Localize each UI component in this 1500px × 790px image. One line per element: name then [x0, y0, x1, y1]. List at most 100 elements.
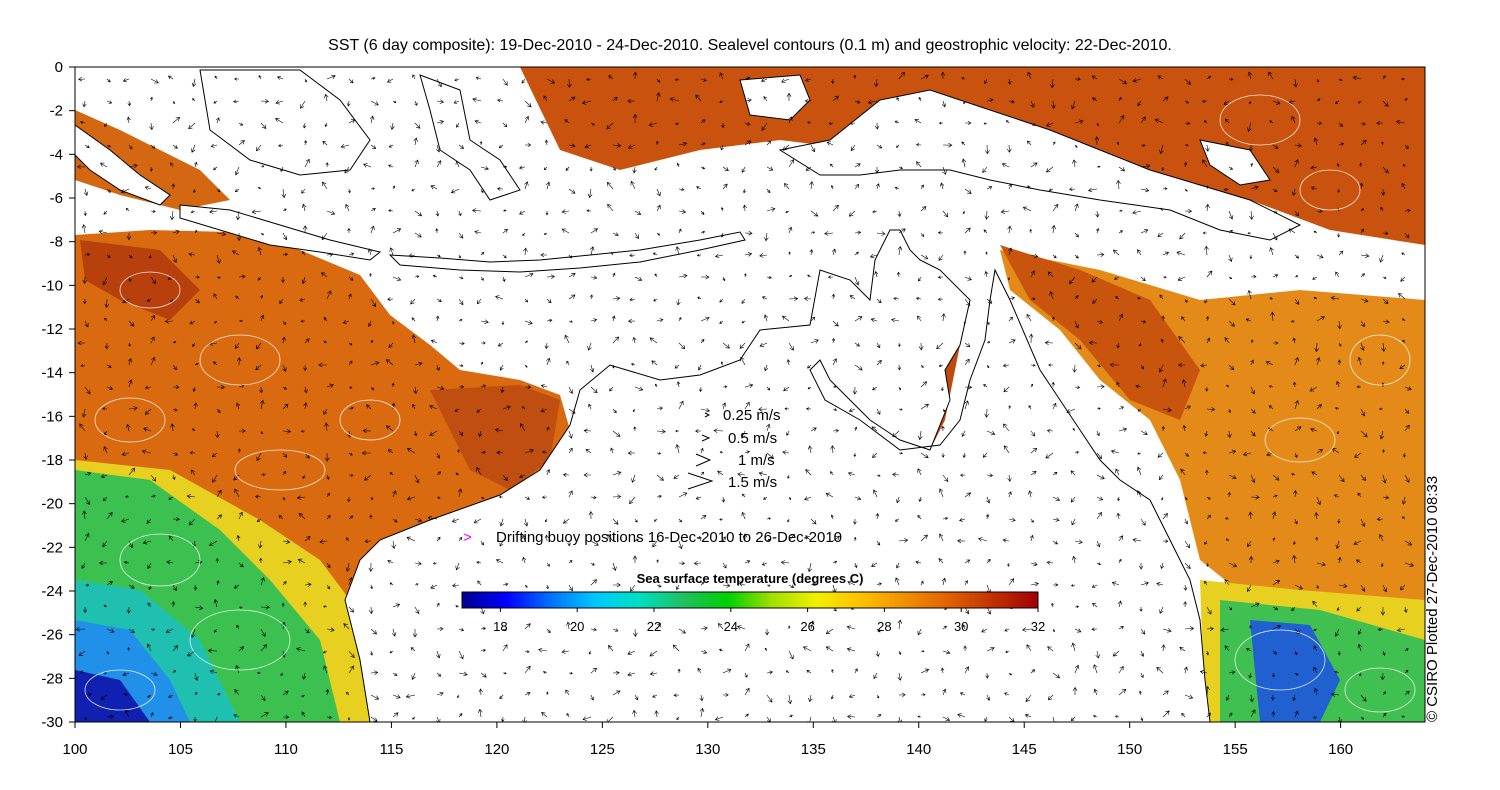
velocity-arrow [1179, 232, 1186, 240]
velocity-arrow [1071, 642, 1076, 652]
velocity-arrow [959, 517, 966, 522]
velocity-arrow [832, 320, 839, 327]
velocity-arrow [524, 298, 528, 303]
velocity-arrow [612, 518, 619, 525]
velocity-arrow [897, 672, 902, 681]
velocity-arrow [961, 77, 966, 80]
velocity-arrow [1337, 556, 1342, 564]
velocity-arrow [1248, 672, 1253, 679]
velocity-arrow [1030, 518, 1034, 523]
velocity-arrow [918, 96, 922, 102]
velocity-arrow [84, 472, 92, 476]
velocity-arrow [1184, 298, 1188, 303]
velocity-arrow [1051, 381, 1055, 388]
velocity-arrow [1220, 627, 1230, 632]
velocity-arrow [391, 628, 397, 637]
velocity-arrow [696, 253, 702, 257]
velocity-arrow [1074, 119, 1084, 125]
velocity-arrow [1184, 562, 1191, 570]
velocity-arrow [1140, 430, 1148, 435]
velocity-arrow [126, 423, 131, 432]
velocity-arrow [282, 496, 285, 501]
velocity-arrow [809, 620, 815, 630]
velocity-arrow [1357, 492, 1362, 498]
velocity-arrow [1382, 495, 1390, 500]
velocity-arrow [632, 408, 636, 412]
velocity-arrow [700, 626, 708, 631]
velocity-arrow [1404, 474, 1410, 483]
velocity-arrow [128, 144, 133, 150]
velocity-arrow [1360, 273, 1365, 278]
velocity-arrow [721, 207, 724, 212]
velocity-arrow [348, 78, 354, 84]
velocity-arrow [1117, 600, 1122, 608]
velocity-arrow [281, 602, 285, 608]
velocity-arrow [832, 204, 839, 212]
velocity-arrow [367, 248, 373, 256]
velocity-arrow [874, 78, 879, 88]
velocity-arrow [564, 334, 570, 344]
velocity-arrow [700, 230, 706, 234]
velocity-arrow [654, 273, 658, 278]
velocity-arrow [234, 188, 240, 193]
velocity-arrow [942, 408, 946, 413]
velocity-arrow [302, 474, 306, 479]
velocity-arrow [1357, 628, 1362, 635]
velocity-arrow [194, 605, 204, 611]
velocity-arrow [1401, 252, 1406, 256]
velocity-arrow [502, 671, 507, 675]
velocity-arrow [411, 317, 416, 322]
velocity-arrow [1112, 650, 1120, 657]
velocity-arrow [193, 716, 197, 722]
velocity-arrow [1228, 670, 1236, 675]
velocity-arrow [370, 584, 373, 590]
velocity-arrow [1096, 165, 1101, 168]
velocity-arrow [898, 538, 909, 543]
velocity-arrow [849, 295, 856, 300]
velocity-arrow [128, 467, 136, 476]
velocity-arrow [1360, 298, 1369, 303]
velocity-arrow [1096, 407, 1101, 410]
velocity-arrow [1030, 100, 1035, 108]
velocity-arrow [1181, 316, 1186, 322]
velocity-arrow [1206, 626, 1214, 632]
velocity-arrow [193, 188, 196, 194]
y-tick-label: -20 [41, 496, 63, 513]
velocity-arrow [1140, 650, 1145, 657]
velocity-arrow [893, 296, 900, 301]
velocity-arrow [1268, 405, 1274, 410]
velocity-arrow [172, 474, 176, 480]
velocity-arrow [1309, 386, 1318, 392]
velocity-arrow [546, 357, 551, 366]
velocity-arrow [1294, 159, 1299, 168]
velocity-arrow [1202, 231, 1207, 235]
velocity-arrow [216, 489, 222, 498]
velocity-arrow [167, 276, 174, 280]
velocity-arrow [1066, 408, 1076, 414]
velocity-arrow [212, 474, 218, 483]
velocity-arrow [918, 496, 922, 503]
velocity-arrow [937, 275, 944, 279]
velocity-arrow [1202, 159, 1208, 168]
velocity-arrow [392, 518, 398, 523]
sumatra-outline [74, 124, 171, 206]
velocity-arrow [260, 577, 265, 586]
velocity-arrow [741, 298, 746, 304]
velocity-arrow [744, 76, 751, 81]
velocity-arrow [282, 232, 288, 241]
velocity-arrow [1269, 246, 1274, 256]
velocity-arrow [1096, 474, 1105, 480]
velocity-arrow [898, 166, 903, 170]
velocity-arrow [260, 165, 265, 168]
velocity-arrow [301, 276, 307, 285]
velocity-arrow [194, 161, 198, 168]
velocity-arrow [1008, 517, 1016, 522]
velocity-legend: 0.25 m/s 0.5 m/s 1 m/s 1.5 m/s [687, 407, 781, 491]
velocity-arrow [1116, 142, 1120, 146]
velocity-arrow [321, 272, 328, 278]
y-tick-label: -12 [41, 321, 63, 338]
velocity-arrow [392, 490, 397, 498]
x-tick-label: 110 [274, 741, 298, 758]
velocity-arrow [1360, 474, 1366, 482]
velocity-arrow [1359, 672, 1362, 677]
